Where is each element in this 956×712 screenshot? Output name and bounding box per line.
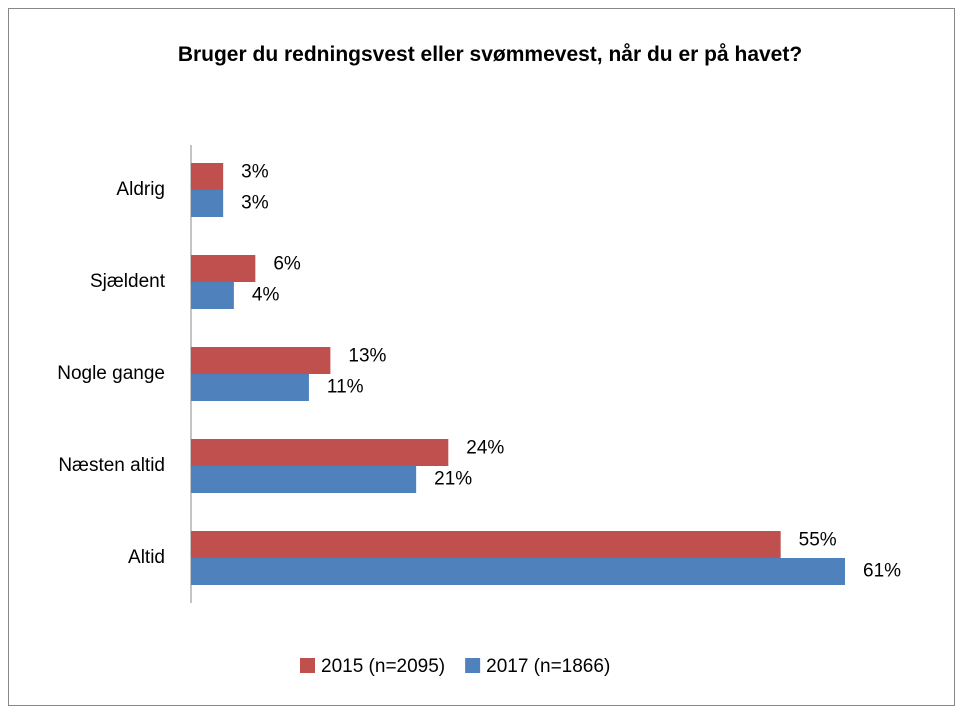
bar [191, 439, 449, 466]
legend-label: 2017 (n=1866) [486, 656, 610, 677]
bar [191, 282, 234, 309]
legend-label: 2015 (n=2095) [321, 656, 445, 677]
value-label: 55% [799, 530, 837, 551]
bar [191, 163, 224, 190]
value-label: 24% [466, 438, 504, 459]
bar [191, 531, 781, 558]
bar [191, 466, 417, 493]
value-label: 21% [434, 469, 472, 490]
y-tick-label: Aldrig [116, 179, 165, 200]
bar [191, 374, 309, 401]
bar [191, 255, 256, 282]
value-label: 3% [241, 193, 269, 214]
bar [191, 190, 224, 217]
legend-swatch [300, 658, 315, 673]
chart-title: Bruger du redningsvest eller svømmevest,… [177, 43, 803, 66]
y-tick-label: Sjældent [90, 271, 166, 292]
y-tick-label: Altid [128, 547, 165, 568]
value-label: 11% [327, 377, 364, 398]
value-label: 6% [273, 254, 301, 275]
y-tick-label: Nogle gange [57, 363, 165, 384]
value-label: 13% [348, 346, 386, 367]
value-label: 4% [252, 285, 280, 306]
bar [191, 558, 845, 585]
y-tick-label: Næsten altid [58, 455, 165, 476]
chart-border [8, 8, 955, 706]
title-box: Bruger du redningsvest eller svømmevest,… [177, 43, 803, 66]
value-label: 3% [241, 162, 269, 183]
legend-swatch [465, 658, 481, 673]
bar [191, 347, 331, 374]
value-label: 61% [863, 561, 901, 582]
